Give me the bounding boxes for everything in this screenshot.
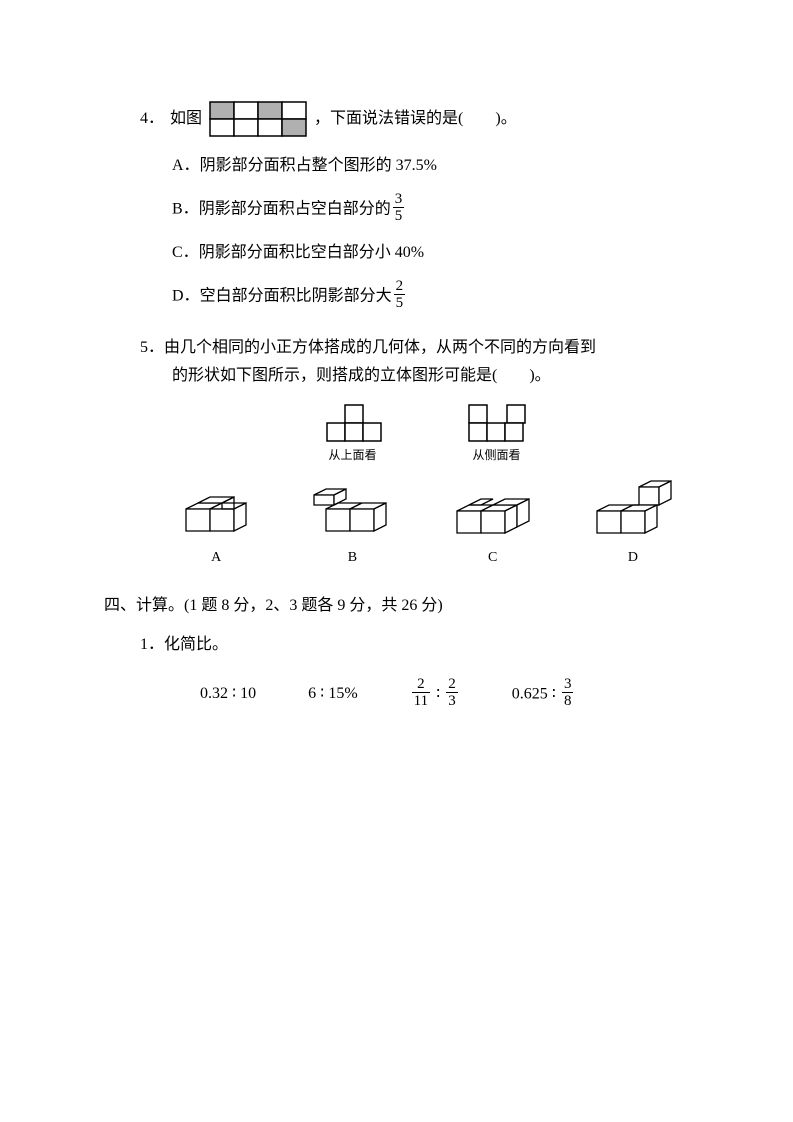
q5-answers-row: A B bbox=[140, 475, 713, 570]
top-view-icon bbox=[323, 401, 383, 445]
cube-figure-a-icon bbox=[172, 481, 260, 541]
ratio-4: 0.625 ∶ 38 bbox=[512, 678, 576, 712]
q4-stem-after: ，下面说法错误的是( )。 bbox=[314, 105, 517, 134]
fraction: 211 bbox=[412, 676, 430, 710]
question-5: 5．由几个相同的小正方体搭成的几何体，从两个不同的方向看到 的形状如下图所示，则… bbox=[140, 334, 713, 570]
fraction: 35 bbox=[393, 191, 405, 225]
q5-answer-a: A bbox=[172, 481, 260, 570]
view-caption: 从上面看 bbox=[323, 445, 383, 467]
fraction: 38 bbox=[562, 676, 574, 710]
cube-figure-b-icon bbox=[304, 475, 400, 541]
ratio-2: 6 ∶ 15% bbox=[308, 680, 358, 709]
q5-views-row: 从上面看 从侧面看 bbox=[140, 401, 713, 467]
q4-stem: 4． 如图 ，下面说法错误的是( )。 bbox=[140, 100, 713, 138]
ratio-3: 211 ∶ 23 bbox=[410, 678, 460, 712]
section-4-q1: 1．化简比。 0.32 ∶ 10 6 ∶ 15% 211 ∶ 23 0.625 … bbox=[140, 631, 713, 712]
option-text: 阴影部分面积占整个图形的 37.5% bbox=[200, 157, 437, 174]
question-4: 4． 如图 ，下面说法错误的是( )。 A．阴影部分面积占整个图形的 37.5%… bbox=[140, 100, 713, 314]
section-4-title: 四、计算。(1 题 8 分，2、3 题各 9 分，共 26 分) bbox=[104, 592, 713, 621]
option-label: B． bbox=[172, 200, 199, 217]
ratio-1: 0.32 ∶ 10 bbox=[200, 680, 256, 709]
q5-stem: 5．由几个相同的小正方体搭成的几何体，从两个不同的方向看到 的形状如下图所示，则… bbox=[140, 334, 713, 392]
option-label: A． bbox=[172, 157, 200, 174]
option-label: C． bbox=[172, 244, 199, 261]
q4-option-c: C．阴影部分面积比空白部分小 40% bbox=[172, 239, 713, 268]
q4-option-d: D．空白部分面积比阴影部分大25 bbox=[172, 280, 713, 314]
q5-number: 5． bbox=[140, 339, 164, 356]
option-text: 阴影部分面积比空白部分小 40% bbox=[199, 244, 424, 261]
fraction: 23 bbox=[446, 676, 458, 710]
answer-label: D bbox=[585, 545, 681, 570]
q5-answer-c: C bbox=[445, 481, 541, 570]
side-view-icon bbox=[463, 401, 531, 445]
answer-label: C bbox=[445, 545, 541, 570]
q4-option-b: B．阴影部分面积占空白部分的35 bbox=[172, 193, 713, 227]
answer-label: A bbox=[172, 545, 260, 570]
ratio-list: 0.32 ∶ 10 6 ∶ 15% 211 ∶ 23 0.625 ∶ 38 bbox=[200, 678, 713, 712]
fraction: 25 bbox=[394, 278, 406, 312]
view-caption: 从侧面看 bbox=[463, 445, 531, 467]
q5-line2: 的形状如下图所示，则搭成的立体图形可能是( )。 bbox=[172, 362, 713, 391]
section-4: 四、计算。(1 题 8 分，2、3 题各 9 分，共 26 分) 1．化简比。 … bbox=[104, 592, 713, 712]
option-label: D． bbox=[172, 287, 200, 304]
cube-figure-c-icon bbox=[445, 481, 541, 541]
q5-line1: 由几个相同的小正方体搭成的几何体，从两个不同的方向看到 bbox=[164, 339, 596, 356]
answer-label: B bbox=[304, 545, 400, 570]
q5-view-top: 从上面看 bbox=[323, 401, 383, 467]
q4-options: A．阴影部分面积占整个图形的 37.5% B．阴影部分面积占空白部分的35 C．… bbox=[172, 152, 713, 314]
cube-figure-d-icon bbox=[585, 475, 681, 541]
q4-number: 4． bbox=[140, 105, 164, 134]
option-text: 阴影部分面积占空白部分的 bbox=[199, 200, 391, 217]
q5-view-side: 从侧面看 bbox=[463, 401, 531, 467]
option-text: 空白部分面积比阴影部分大 bbox=[200, 287, 392, 304]
q4-grid-figure bbox=[208, 100, 308, 138]
s4-q1-label: 1．化简比。 bbox=[140, 631, 713, 660]
q5-answer-b: B bbox=[304, 475, 400, 570]
q4-option-a: A．阴影部分面积占整个图形的 37.5% bbox=[172, 152, 713, 181]
q4-stem-before: 如图 bbox=[170, 105, 202, 134]
q5-answer-d: D bbox=[585, 475, 681, 570]
